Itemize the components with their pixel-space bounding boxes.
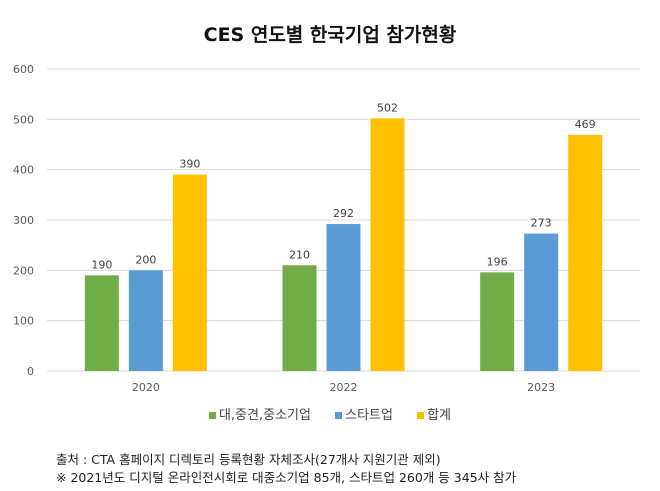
bar [326, 224, 361, 371]
bar [84, 275, 119, 371]
legend: 대,중견,중소기업 스타트업 합계 [0, 404, 660, 423]
data-label: 210 [289, 248, 310, 261]
legend-label: 합계 [427, 408, 452, 423]
bar [282, 265, 317, 371]
y-tick-label: 600 [13, 63, 34, 76]
data-label: 190 [91, 258, 112, 271]
legend-swatch [335, 412, 343, 419]
legend-item: 대,중견,중소기업 [208, 404, 311, 423]
footnotes: 출처 : CTA 홈페이지 디렉토리 등록현황 자체조사(27개사 지원기관 제… [56, 451, 516, 487]
bar [370, 118, 405, 372]
bar [568, 134, 603, 371]
bar [128, 270, 163, 371]
y-tick-label: 300 [13, 214, 34, 227]
legend-swatch [417, 412, 425, 419]
bar [480, 272, 515, 371]
x-tick-label: 2020 [132, 381, 160, 394]
data-label: 292 [333, 207, 354, 220]
data-label: 502 [377, 101, 398, 114]
y-tick-label: 0 [27, 365, 34, 378]
legend-item: 스타트업 [335, 404, 393, 423]
y-tick-label: 400 [13, 164, 34, 177]
data-label: 200 [135, 253, 156, 266]
source-note: 출처 : CTA 홈페이지 디렉토리 등록현황 자체조사(27개사 지원기관 제… [56, 452, 441, 467]
y-tick-label: 100 [13, 315, 34, 328]
y-tick-label: 500 [13, 113, 34, 126]
bar [524, 233, 559, 371]
bar [172, 174, 207, 371]
x-tick-label: 2023 [527, 381, 555, 394]
legend-label: 스타트업 [345, 408, 393, 423]
footnote: ※ 2021년도 디지털 온라인전시회로 대중소기업 85개, 스타트업 260… [56, 470, 517, 485]
x-tick-label: 2022 [330, 381, 358, 394]
data-label: 390 [179, 158, 200, 171]
data-label: 196 [487, 255, 508, 268]
plot-area: 0 100 200 300 400 500 600 2020 190 200 390 2022 210 2… [13, 63, 640, 394]
legend-item: 합계 [417, 404, 451, 423]
legend-label: 대,중견,중소기업 [218, 408, 311, 423]
legend-swatch [208, 412, 216, 419]
data-label: 273 [531, 217, 552, 230]
y-tick-label: 200 [13, 264, 34, 277]
chart-title: CES 연도별 한국기업 참가현황 [203, 24, 457, 46]
data-label: 469 [575, 118, 596, 131]
